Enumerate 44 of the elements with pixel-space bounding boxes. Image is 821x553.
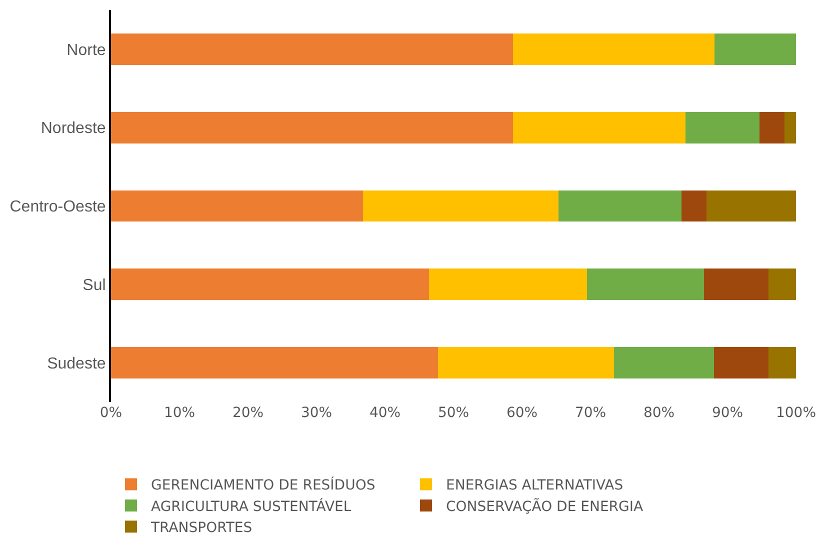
y-tick-label: Sul bbox=[82, 277, 106, 294]
bar bbox=[614, 347, 714, 378]
x-tick-label: 10% bbox=[164, 405, 196, 421]
bar bbox=[363, 190, 558, 222]
y-tick-label: Sudeste bbox=[47, 355, 106, 372]
bar bbox=[706, 190, 796, 222]
legend-label: TRANSPORTES bbox=[150, 520, 252, 536]
x-tick-label: 40% bbox=[369, 405, 401, 421]
bar bbox=[768, 347, 796, 378]
legend-label: AGRICULTURA SUSTENTÁVEL bbox=[151, 498, 352, 515]
bar bbox=[768, 268, 796, 300]
x-tick-label: 60% bbox=[506, 405, 538, 421]
bar bbox=[682, 190, 706, 222]
x-tick-label: 100% bbox=[776, 405, 816, 421]
legend-label: GERENCIAMENTO DE RESÍDUOS bbox=[151, 476, 376, 494]
bar bbox=[428, 268, 588, 300]
y-tick-label: Norte bbox=[66, 42, 106, 59]
bar bbox=[686, 112, 760, 144]
bar bbox=[513, 34, 714, 65]
legend-label: ENERGIAS ALTERNATIVAS bbox=[446, 478, 624, 494]
bar bbox=[714, 34, 796, 65]
bar bbox=[704, 268, 769, 300]
y-tick-label: Nordeste bbox=[40, 120, 106, 138]
x-tick-label: 0% bbox=[100, 405, 122, 421]
bar bbox=[111, 190, 364, 222]
y-tick-label: Centro-Oeste bbox=[10, 198, 106, 216]
bar bbox=[587, 268, 704, 300]
legend-label: CONSERVAÇÃO DE ENERGIA bbox=[446, 498, 644, 515]
bar bbox=[111, 268, 429, 300]
bar bbox=[111, 34, 514, 65]
x-tick-label: 20% bbox=[232, 405, 264, 421]
bar bbox=[513, 112, 686, 144]
bar bbox=[784, 112, 796, 144]
bar bbox=[111, 112, 514, 144]
x-tick-label: 70% bbox=[574, 405, 606, 421]
x-tick-label: 80% bbox=[643, 405, 675, 421]
x-tick-label: 90% bbox=[712, 405, 744, 421]
bar bbox=[438, 347, 614, 378]
bar bbox=[714, 347, 769, 378]
bar bbox=[558, 190, 682, 222]
x-tick-label: 30% bbox=[300, 405, 332, 421]
bar bbox=[760, 112, 784, 144]
x-tick-label: 50% bbox=[438, 405, 470, 421]
bar bbox=[111, 347, 438, 378]
